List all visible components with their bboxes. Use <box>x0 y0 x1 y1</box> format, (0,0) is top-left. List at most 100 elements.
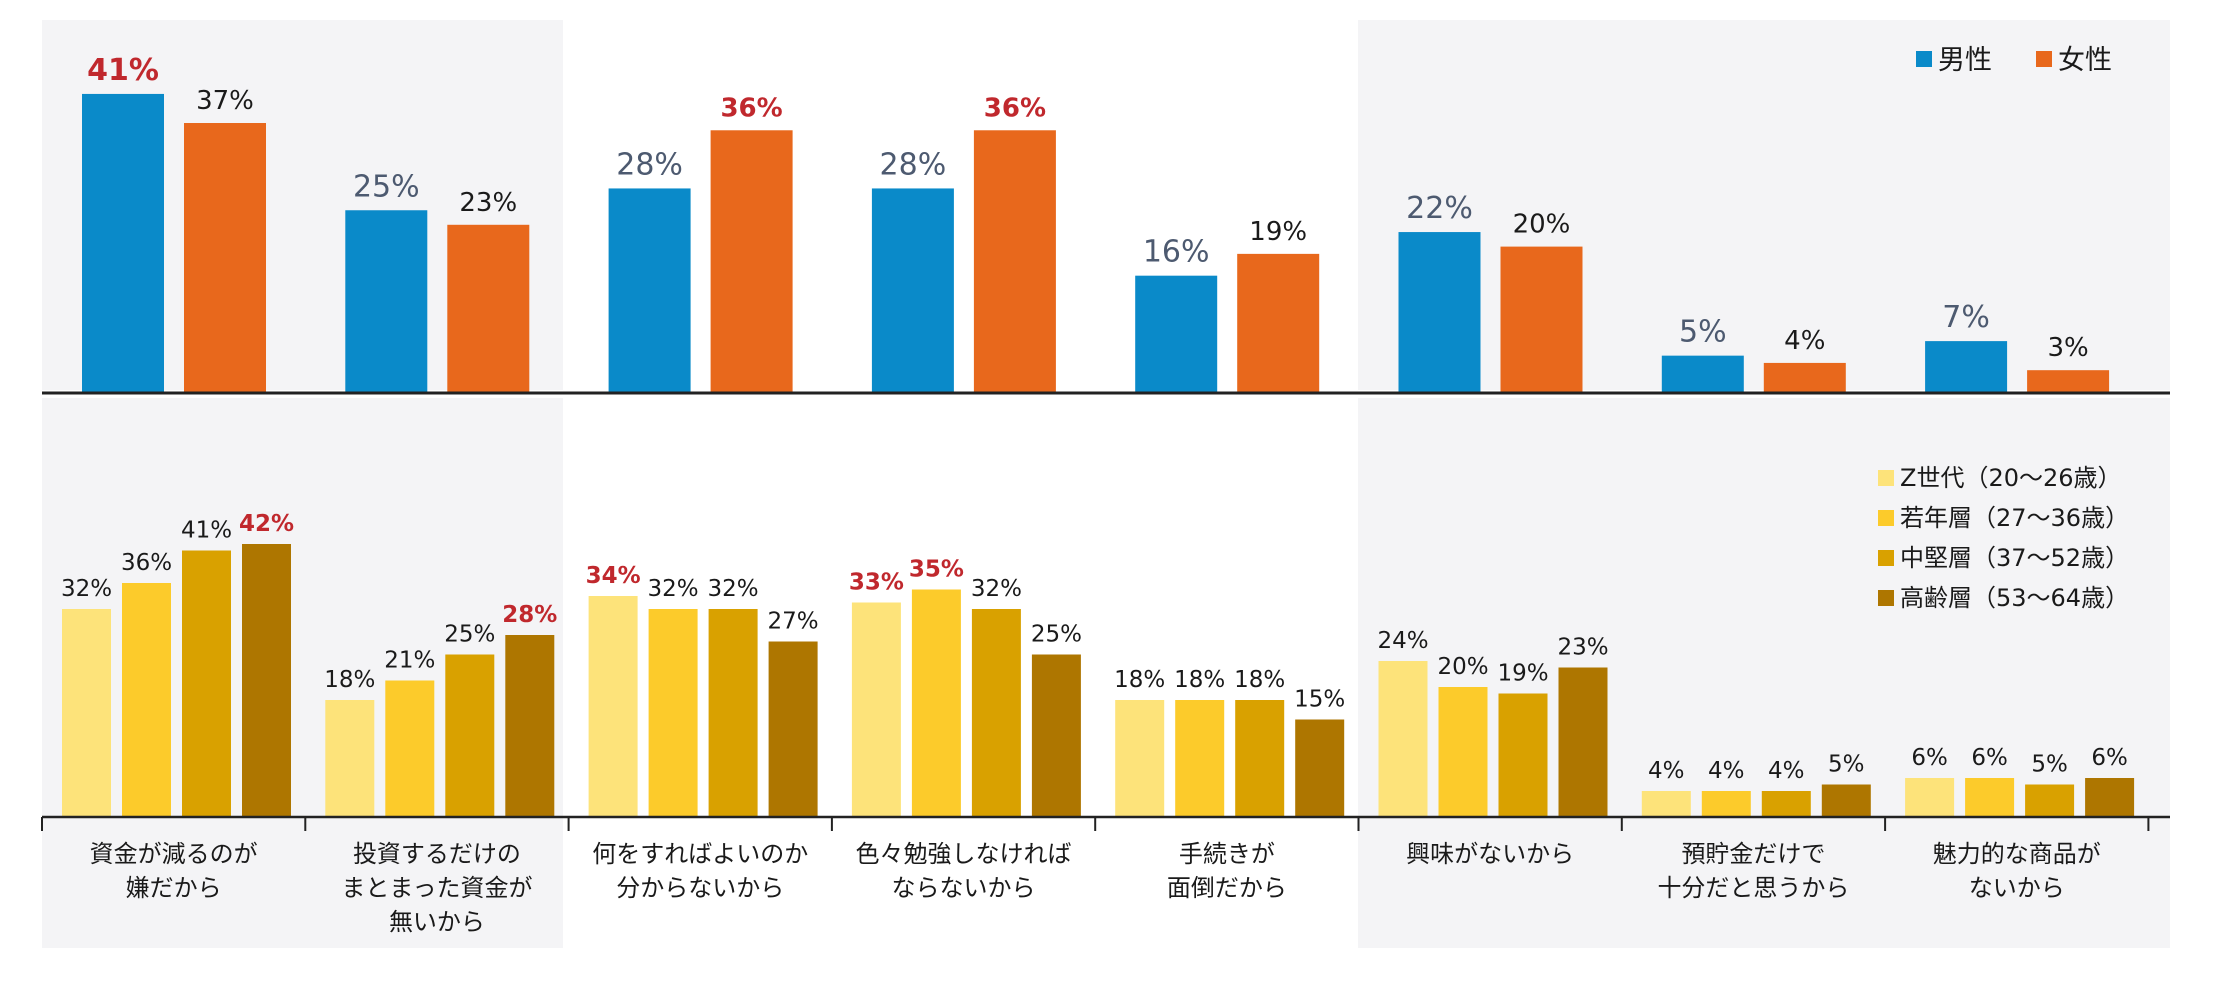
data-label: 19% <box>1497 661 1548 687</box>
bar <box>122 583 171 817</box>
bar <box>851 602 901 817</box>
bar <box>588 596 638 817</box>
bar <box>242 544 291 817</box>
data-label: 6% <box>1911 745 1948 771</box>
data-label: 25% <box>353 169 420 204</box>
bar <box>1761 791 1811 817</box>
age-bar-chart: 32% 18% 34% 33% 18% 24% 4% 6% 36% 21% 32% 35% 18% 20%… <box>61 511 2135 817</box>
category-label: 資金が減るのが <box>90 840 258 868</box>
data-label: 5% <box>1828 752 1865 778</box>
bar <box>1175 700 1225 817</box>
data-label: 6% <box>2091 745 2128 771</box>
bar <box>871 188 954 392</box>
data-label: 28% <box>880 147 947 182</box>
data-label: 20% <box>1437 654 1488 680</box>
bar <box>973 130 1056 392</box>
bar <box>971 609 1021 817</box>
data-label: 3% <box>2047 333 2088 363</box>
category-label: 無いから <box>389 908 485 936</box>
data-label: 23% <box>459 188 517 218</box>
bar <box>1500 246 1583 392</box>
data-label: 36% <box>121 550 172 576</box>
category-label: ならないから <box>892 874 1036 902</box>
data-label: 32% <box>648 576 699 602</box>
bar <box>345 210 428 392</box>
legend-label: 男性 <box>1938 45 1992 76</box>
data-label: 18% <box>1174 667 1225 693</box>
bar <box>1398 232 1481 392</box>
category-label: 十分だと思うから <box>1657 874 1849 902</box>
bar <box>1295 719 1345 817</box>
data-label: 28% <box>502 602 557 628</box>
bar <box>447 224 530 392</box>
data-label: 20% <box>1513 210 1571 240</box>
bar <box>62 609 111 817</box>
category-label: 分からないから <box>616 874 784 902</box>
bar <box>768 641 818 817</box>
data-label: 18% <box>1234 667 1285 693</box>
legend-swatch <box>1916 51 1932 67</box>
bar <box>708 609 758 817</box>
legend-label: Z世代（20～26歳） <box>1900 464 2122 492</box>
bar <box>2085 778 2135 817</box>
data-label: 19% <box>1249 217 1307 247</box>
bar <box>648 609 698 817</box>
bar <box>325 700 375 817</box>
bar <box>1438 687 1488 817</box>
data-label: 35% <box>909 557 964 583</box>
bar <box>1237 253 1320 392</box>
category-label: 興味がないから <box>1406 840 1574 868</box>
legends: 男性 女性 Z世代（20～26歳） 若年層（27～36歳） 中堅層（37～52歳） 高齢層… <box>1878 45 2129 612</box>
bar <box>1135 275 1218 392</box>
gender-bar-chart: 41% 25% 28% 28% 16% 22% 5% 7% 37% 23% 36% 36% 19% 20%… <box>42 53 2170 395</box>
data-label: 24% <box>1377 628 1428 654</box>
category-label: 嫌だから <box>126 874 222 902</box>
data-label: 7% <box>1942 300 1990 335</box>
bar <box>1498 693 1548 817</box>
panel-bg-top-right <box>1358 20 2170 390</box>
bar <box>1821 784 1871 817</box>
bar <box>1641 791 1691 817</box>
bar <box>182 550 231 817</box>
bar <box>445 654 495 817</box>
legend-label: 高齢層（53～64歳） <box>1900 584 2129 612</box>
data-label: 33% <box>849 570 904 596</box>
bar <box>2025 784 2075 817</box>
data-label: 4% <box>1708 758 1745 784</box>
category-label: 色々勉強しなければ <box>856 840 1072 868</box>
data-label: 23% <box>1557 635 1608 661</box>
data-label: 18% <box>1114 667 1165 693</box>
data-label: 22% <box>1406 191 1473 226</box>
legend-swatch <box>1878 470 1894 486</box>
data-label: 16% <box>1143 235 1210 270</box>
data-label: 25% <box>444 622 495 648</box>
category-label: まとまった資金が <box>341 874 532 902</box>
legend-swatch <box>1878 550 1894 566</box>
data-label: 36% <box>720 93 782 123</box>
bar <box>1925 341 2008 392</box>
bar <box>184 123 266 392</box>
category-label: 預貯金だけで <box>1681 840 1825 868</box>
data-label: 4% <box>1768 758 1805 784</box>
bar <box>1661 355 1744 392</box>
category-label: 手続きが <box>1179 840 1275 868</box>
bar <box>1031 654 1081 817</box>
bar <box>385 680 435 817</box>
data-label: 21% <box>384 648 435 674</box>
data-label: 34% <box>586 563 641 589</box>
data-label: 5% <box>2031 752 2068 778</box>
data-label: 27% <box>768 609 819 635</box>
data-label: 37% <box>196 86 254 116</box>
legend-label: 女性 <box>2058 45 2112 76</box>
legend-label: 中堅層（37～52歳） <box>1900 544 2129 572</box>
legend-label: 若年層（27～36歳） <box>1900 504 2129 532</box>
data-label: 32% <box>61 576 112 602</box>
data-label: 32% <box>708 576 759 602</box>
category-label: 何をすればよいのか <box>592 840 808 868</box>
bar <box>1235 700 1285 817</box>
category-label: 面倒だから <box>1167 874 1287 902</box>
data-label: 6% <box>1971 745 2008 771</box>
bar <box>710 130 793 392</box>
